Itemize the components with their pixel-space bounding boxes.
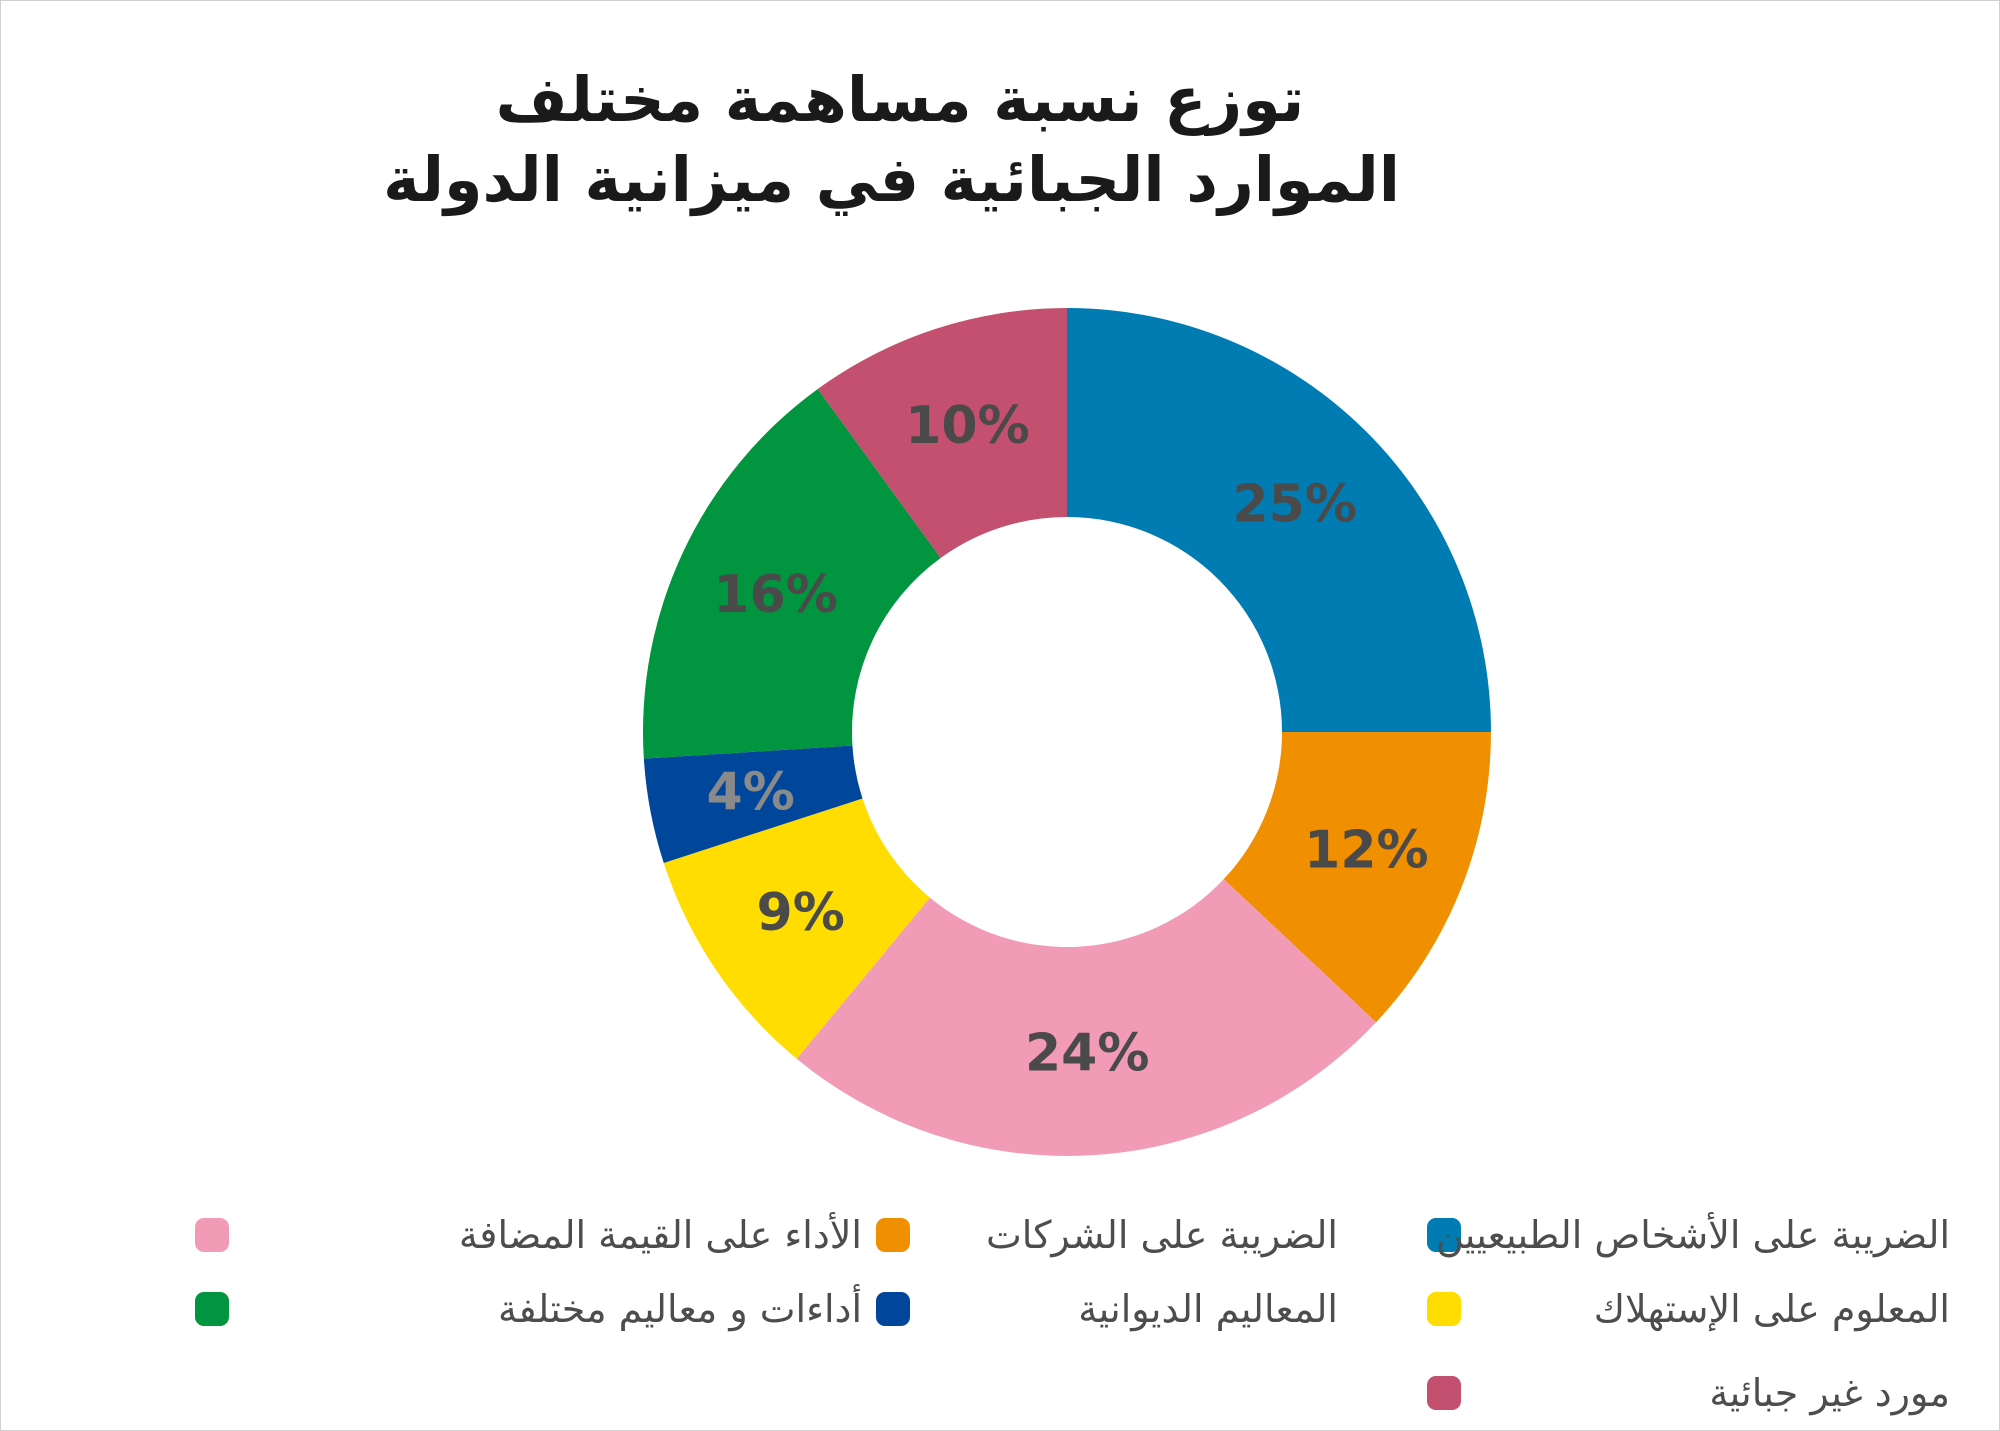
donut-slice-5 [643, 745, 863, 864]
data-label-5: 4% [707, 762, 795, 822]
donut-slice-7 [817, 308, 1067, 559]
legend-item-4: المعلوم على الإستهلاك [0, 1280, 2000, 1340]
legend-label-2: الضريبة على الشركات [985, 1213, 1338, 1257]
data-label-2: 12% [1304, 821, 1428, 881]
legend-swatch-2 [876, 1218, 910, 1252]
donut-slice-6 [643, 388, 941, 759]
legend-item-6: أداءات و معاليم مختلفة [0, 1280, 2000, 1340]
legend-swatch-3 [195, 1218, 229, 1252]
data-label-3: 24% [1025, 1023, 1149, 1083]
legend-label-7: مورد غير جبائية [1709, 1371, 1950, 1415]
legend-swatch-7 [1427, 1376, 1461, 1410]
legend-label-6: أداءات و معاليم مختلفة [498, 1287, 862, 1331]
chart-title-line-1: توزع نسبة مساهمة مختلف [495, 63, 1305, 136]
legend-item-7: مورد غير جبائية [0, 1364, 2000, 1424]
legend-label-3: الأداء على القيمة المضافة [458, 1213, 862, 1257]
legend-swatch-4 [1427, 1292, 1461, 1326]
donut-slice-1 [1067, 308, 1491, 732]
legend-label-1: الضريبة على الأشخاص الطبيعيين [1435, 1213, 1950, 1257]
legend-item-3: الأداء على القيمة المضافة [0, 1206, 2000, 1266]
donut-slice-2 [1223, 732, 1491, 1023]
data-label-4: 9% [757, 883, 845, 943]
chart-title: توزع نسبة مساهمة مختلف الموارد الجبائية … [383, 60, 1400, 220]
legend-item-2: الضريبة على الشركات [0, 1206, 2000, 1266]
donut-slice-3 [796, 879, 1377, 1156]
legend-swatch-6 [195, 1292, 229, 1326]
data-label-7: 10% [905, 396, 1029, 456]
data-label-6: 16% [713, 565, 837, 625]
legend-item-5: المعاليم الديوانية [0, 1280, 2000, 1340]
legend-label-4: المعلوم على الإستهلاك [1593, 1287, 1950, 1331]
legend-swatch-5 [876, 1292, 910, 1326]
legend-swatch-1 [1427, 1218, 1461, 1252]
chart-title-line-2: الموارد الجبائية في ميزانية الدولة [383, 143, 1400, 216]
data-label-1: 25% [1232, 474, 1356, 534]
legend-label-5: المعاليم الديوانية [1078, 1287, 1338, 1331]
legend-item-1: الضريبة على الأشخاص الطبيعيين [0, 1206, 2000, 1266]
donut-slice-4 [663, 798, 930, 1059]
